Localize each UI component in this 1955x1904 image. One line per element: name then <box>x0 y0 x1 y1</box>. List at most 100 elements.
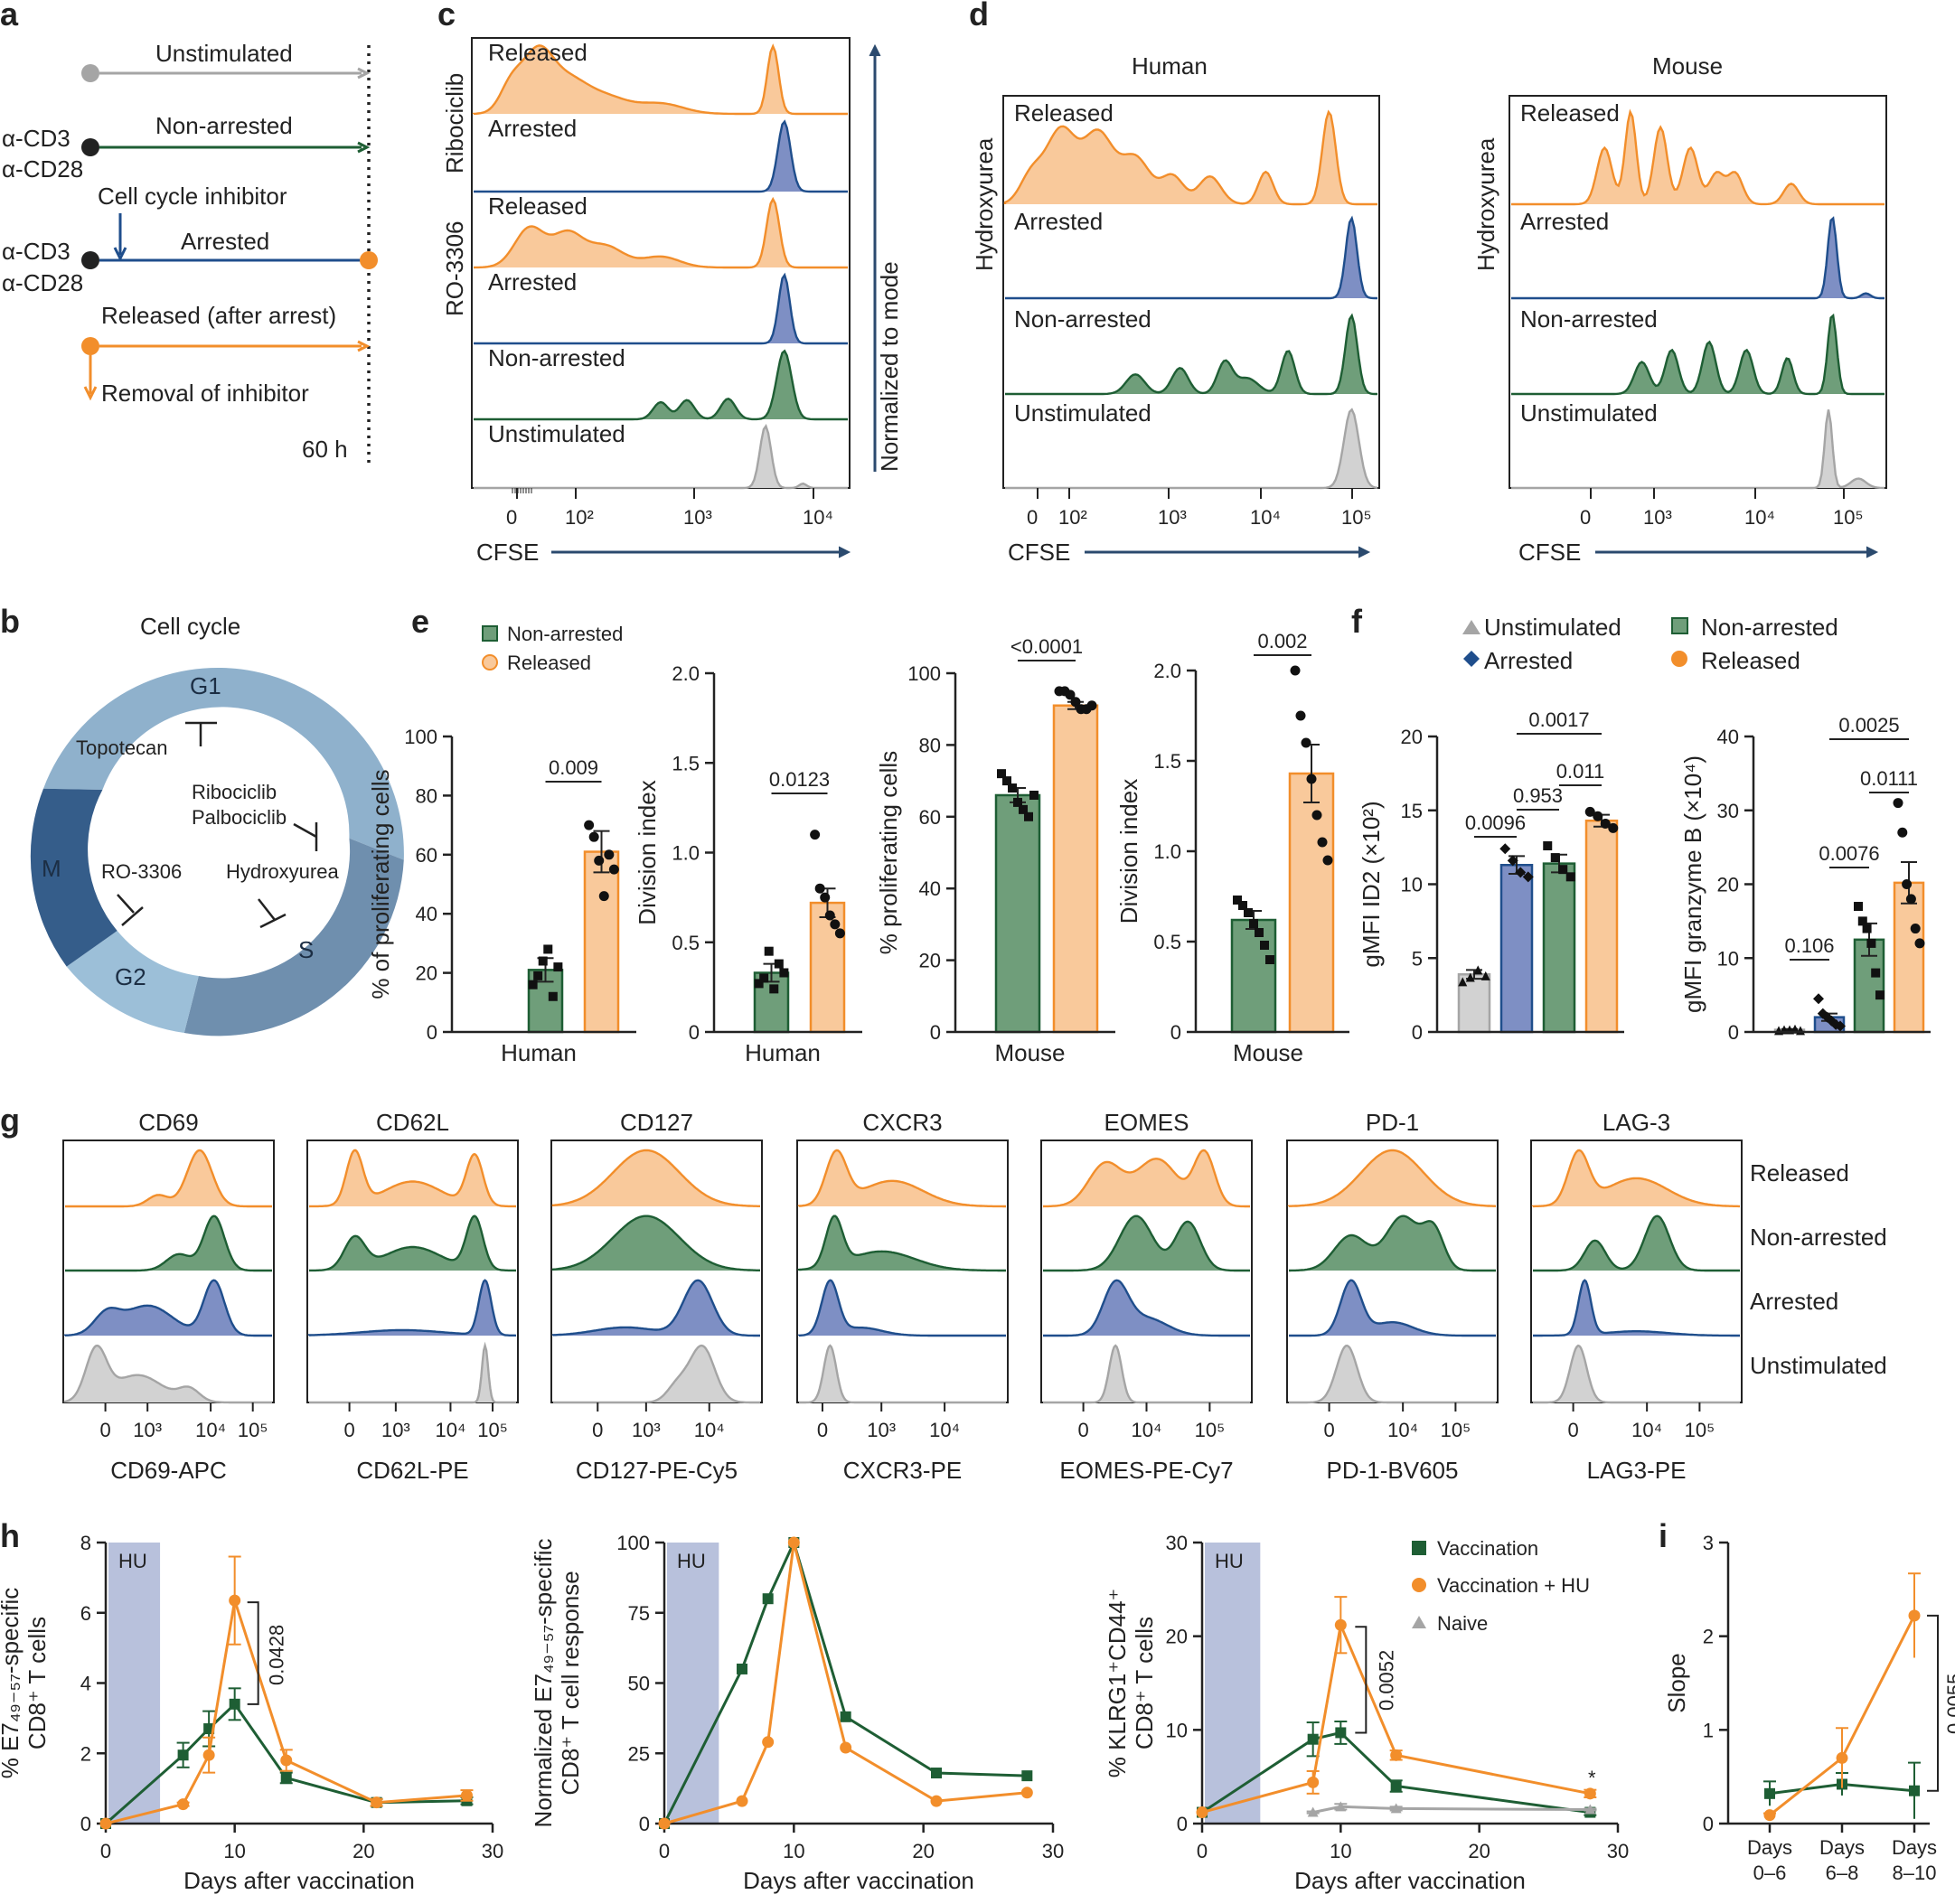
g-marker-title: LAG-3 <box>1603 1109 1670 1136</box>
y-tick-label: 8 <box>80 1532 91 1554</box>
e-legend-released: Released <box>507 652 591 674</box>
g-hist-5-2-line <box>1289 1279 1496 1337</box>
g-hist-3-1-line <box>797 1215 1006 1272</box>
data-point <box>608 864 619 875</box>
g-xlabel: EOMES-PE-Cy7 <box>1059 1457 1233 1484</box>
b-phase-m <box>30 788 117 967</box>
chart-e1: 0 20 40 60 80 100 % of proliferating cells Huma… <box>367 726 636 1066</box>
c-hist-3-line <box>474 272 848 345</box>
c-hist-2-line <box>473 196 848 269</box>
data-point <box>1857 916 1867 926</box>
bar-released <box>1893 881 1925 1034</box>
data-point <box>1600 818 1611 829</box>
g-tick-label: 10⁴ <box>195 1419 226 1441</box>
g-hist-3-1-fill <box>799 1215 1006 1271</box>
data-point <box>594 855 605 866</box>
data-point <box>759 973 769 983</box>
data-point <box>1019 804 1028 814</box>
panel-label-e: e <box>411 603 429 640</box>
g-hist-3-0-line <box>797 1149 1006 1208</box>
data-point <box>1584 806 1595 817</box>
e1-pvalue: 0.009 <box>549 756 598 779</box>
data-point <box>1301 737 1311 748</box>
g-marker-title: EOMES <box>1104 1109 1189 1136</box>
data-point <box>280 1754 293 1767</box>
g-hist-2-2-line <box>551 1279 760 1337</box>
g-hist-4-0-fill <box>1043 1150 1250 1206</box>
g-hist-2-1-fill <box>553 1215 760 1271</box>
data-point <box>604 849 615 860</box>
g-hist-0-1-line <box>65 1215 272 1272</box>
data-point <box>931 1768 942 1779</box>
d-human-track-label: Arrested <box>1014 208 1103 235</box>
y-tick-label: 2.0 <box>672 662 700 685</box>
y-axis-label: CD8⁺ T cells <box>1131 1617 1158 1749</box>
g-hist-6-1-fill <box>1533 1215 1740 1271</box>
x-tick-label: 30 <box>482 1840 503 1862</box>
data-point <box>769 984 779 994</box>
c-tick-label: 10⁴ <box>803 506 833 529</box>
g-xlabel: LAG3-PE <box>1587 1457 1687 1484</box>
f2b-pvalue: 0.0076 <box>1819 842 1879 865</box>
d-human-hist-0-line <box>1003 109 1377 206</box>
data-point <box>1893 798 1903 809</box>
x-tick-label: 8–10 <box>1893 1862 1937 1884</box>
c-track-label: Released <box>488 39 587 66</box>
g-tick-label: 0 <box>592 1419 603 1441</box>
g-hist-4-3-line <box>1043 1344 1250 1404</box>
data-point <box>1836 1751 1848 1764</box>
y-axis-label: CD8⁺ T cells <box>23 1617 51 1749</box>
h3-star: * <box>1588 1767 1596 1789</box>
d-tick-label: 10⁴ <box>1250 506 1281 529</box>
data-point <box>1813 993 1824 1005</box>
y-tick-label: 75 <box>628 1602 650 1625</box>
h3-pvalue: 0.0052 <box>1375 1650 1397 1711</box>
chart-e4: 0 0.5 1.0 1.5 2.0 Division index Mouse 0.002 <box>1115 630 1349 1066</box>
c-tick-label: 10³ <box>683 506 712 529</box>
data-point <box>1335 1801 1347 1812</box>
data-point <box>1871 968 1881 978</box>
c-hist-2-fill <box>474 199 848 267</box>
data-point <box>754 979 764 989</box>
g-tick-label: 0 <box>1077 1419 1088 1441</box>
data-point <box>1515 867 1527 878</box>
c-group-ro3306: RO-3306 <box>441 221 468 317</box>
g-tick-label: 10⁵ <box>1195 1419 1226 1441</box>
data-point <box>840 1711 851 1722</box>
g-hist-1-0-line <box>308 1149 517 1208</box>
d-mouse-track-label: Non-arrested <box>1520 305 1658 333</box>
data-point <box>1905 894 1916 905</box>
data-point <box>1480 971 1490 980</box>
hu-label: HU <box>1215 1550 1244 1572</box>
d-human-hist-2-fill <box>1005 315 1377 394</box>
d-side-human: Hydroxyurea <box>971 137 998 271</box>
data-point <box>1908 1609 1921 1622</box>
e3-pvalue: <0.0001 <box>1010 635 1083 658</box>
data-point <box>1335 1727 1347 1739</box>
g-hist-6-1-line <box>1533 1215 1740 1272</box>
y-tick-label: 20 <box>919 950 941 972</box>
x-tick-label: 20 <box>1468 1840 1490 1862</box>
data-point <box>1835 1020 1846 1032</box>
f1a-pvalue: 0.0096 <box>1465 811 1526 834</box>
x-tick-label: 0 <box>1197 1840 1208 1862</box>
g-hist-2-1-line <box>551 1215 760 1271</box>
g-marker-title: CD127 <box>620 1109 693 1136</box>
d-human-hist-3-line <box>1005 408 1378 490</box>
d-mouse-track-label: Arrested <box>1520 208 1609 235</box>
b-drug-ribociclib: Ribociclib <box>192 781 277 803</box>
d-mouse-hist-0-fill <box>1511 112 1885 204</box>
bar-non-arrested <box>1542 862 1576 1034</box>
a-row-unstimulated: Unstimulated <box>155 40 293 67</box>
d-tick-label: 10⁵ <box>1341 506 1372 529</box>
y-tick-label: 60 <box>416 844 437 867</box>
d-title-mouse: Mouse <box>1652 52 1723 80</box>
g-marker-title: PD-1 <box>1366 1109 1419 1136</box>
y-tick-label: 15 <box>1401 800 1423 822</box>
d-tick-label: 10⁵ <box>1833 506 1864 529</box>
y-tick-label: 1.0 <box>672 842 700 865</box>
g-hist-6-2-fill <box>1533 1280 1740 1336</box>
g-tick-label: 10⁴ <box>1132 1419 1162 1441</box>
y-tick-label: 0 <box>1412 1021 1423 1044</box>
x-tick-label: 20 <box>352 1840 374 1862</box>
